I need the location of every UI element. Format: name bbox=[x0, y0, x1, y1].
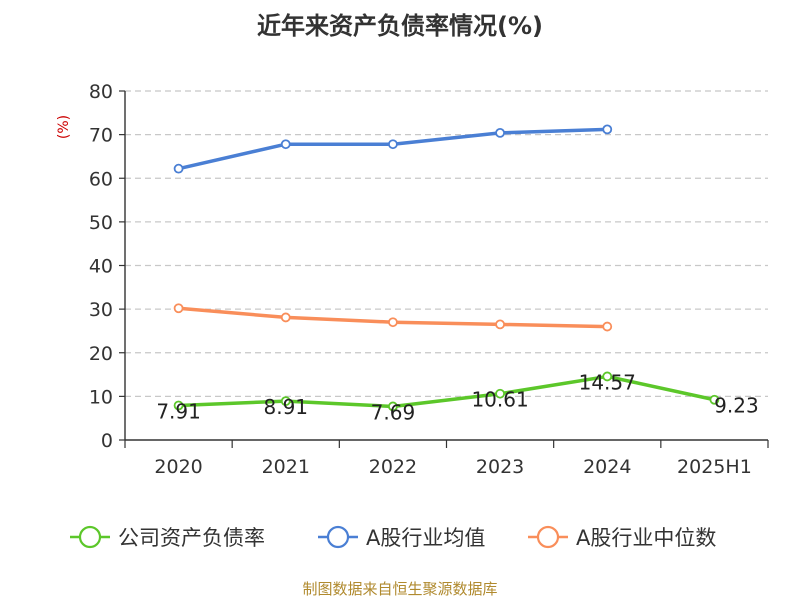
data-label-2: 7.69 bbox=[371, 400, 416, 424]
data-point-s2-2 bbox=[388, 317, 398, 328]
source-note: 制图数据来自恒生聚源数据库 bbox=[302, 580, 497, 598]
data-point-s2-4 bbox=[602, 321, 613, 332]
y-tick-label: 50 bbox=[89, 212, 113, 234]
x-tick-label: 2021 bbox=[262, 456, 310, 478]
data-point-s1-0 bbox=[173, 163, 184, 174]
legend-label-1: A股行业均值 bbox=[366, 526, 485, 550]
data-point-s0-4 bbox=[602, 371, 613, 382]
axes: 0 10 20 30 40 50 60 70 80 2020 2021 2022 2023 2024 202… bbox=[89, 81, 769, 478]
y-tick-label: 20 bbox=[89, 343, 113, 365]
data-label-5: 9.23 bbox=[714, 394, 759, 418]
y-axis-unit: (%) bbox=[56, 115, 72, 139]
x-tick-label: 2022 bbox=[369, 456, 417, 478]
data-label-0: 7.91 bbox=[156, 399, 201, 423]
y-tick-label: 70 bbox=[89, 125, 113, 147]
legend-marker-icon-0 bbox=[78, 525, 102, 549]
data-point-s1-4 bbox=[602, 124, 613, 135]
x-tick-label: 2020 bbox=[154, 456, 202, 478]
data-point-s0-3 bbox=[495, 388, 505, 399]
y-tick-label: 0 bbox=[101, 430, 113, 452]
data-label-3: 10.61 bbox=[471, 388, 528, 412]
data-point-s0-0 bbox=[173, 400, 184, 411]
y-tick-label: 80 bbox=[89, 81, 113, 103]
data-point-s2-3 bbox=[495, 319, 505, 330]
legend-label-2: A股行业中位数 bbox=[576, 526, 716, 550]
data-point-s0-2 bbox=[388, 401, 398, 412]
legend-marker-icon-2 bbox=[536, 525, 560, 549]
legend-marker-icon-1 bbox=[326, 525, 350, 549]
x-tick-label: 2024 bbox=[583, 456, 631, 478]
y-tick-label: 10 bbox=[89, 386, 113, 408]
grid-lines bbox=[125, 90, 768, 397]
series-line-0 bbox=[178, 374, 715, 409]
data-label-1: 8.91 bbox=[263, 395, 308, 419]
x-tick-label: 2025H1 bbox=[677, 456, 752, 478]
chart-title: 近年来资产负债率情况(%) bbox=[257, 12, 543, 40]
legend-label-0: 公司资产负债率 bbox=[118, 526, 265, 550]
series-layer: 7.91 8.91 7.69 10.61 14.57 9.23 bbox=[156, 124, 759, 424]
data-label-4: 14.57 bbox=[579, 370, 636, 394]
x-tick-label: 2023 bbox=[476, 456, 524, 478]
y-tick-label: 60 bbox=[89, 168, 113, 190]
data-point-s1-2 bbox=[388, 139, 398, 150]
data-point-s0-1 bbox=[280, 396, 291, 407]
y-tick-label: 30 bbox=[89, 299, 113, 321]
y-tick-label: 40 bbox=[89, 256, 113, 278]
data-point-s1-1 bbox=[280, 139, 291, 150]
data-point-s2-0 bbox=[173, 303, 184, 314]
data-point-s0-5 bbox=[709, 394, 720, 405]
legend: 公司资产负债率 A股行业均值 A股行业中位数 bbox=[70, 525, 716, 550]
data-point-s2-1 bbox=[280, 312, 291, 323]
data-point-s1-3 bbox=[495, 127, 505, 138]
